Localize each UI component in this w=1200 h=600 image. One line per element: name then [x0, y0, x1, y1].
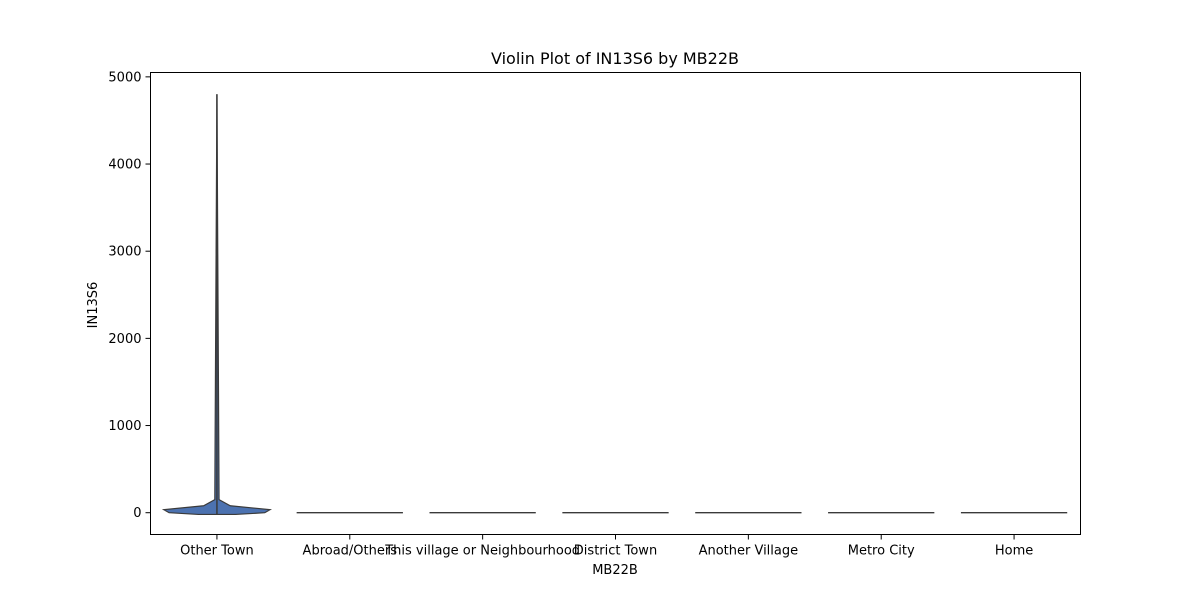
chart-title: Violin Plot of IN13S6 by MB22B — [491, 49, 739, 68]
x-tick-label: Home — [995, 544, 1033, 559]
y-tick-label: 4000 — [108, 158, 141, 173]
x-tick-label: This village or Neighbourhood — [384, 544, 580, 559]
y-tick-label: 2000 — [108, 332, 141, 347]
plot-frame — [150, 72, 1081, 535]
x-axis-title: MB22B — [592, 563, 638, 578]
x-tick-label: Another Village — [699, 544, 799, 559]
y-tick-label: 3000 — [108, 245, 141, 260]
plot-area — [161, 94, 1068, 516]
y-axis: 0 1000 2000 3000 4000 5000 — [108, 70, 151, 521]
y-axis-title: IN13S6 — [86, 282, 101, 329]
y-tick-label: 1000 — [108, 419, 141, 434]
x-tick-label: Abroad/Others — [303, 544, 398, 559]
y-tick-label: 0 — [133, 506, 141, 521]
x-tick-label: District Town — [574, 544, 657, 559]
x-tick-label: Metro City — [848, 544, 915, 559]
y-tick-label: 5000 — [108, 70, 141, 85]
x-tick-label: Other Town — [180, 544, 254, 559]
